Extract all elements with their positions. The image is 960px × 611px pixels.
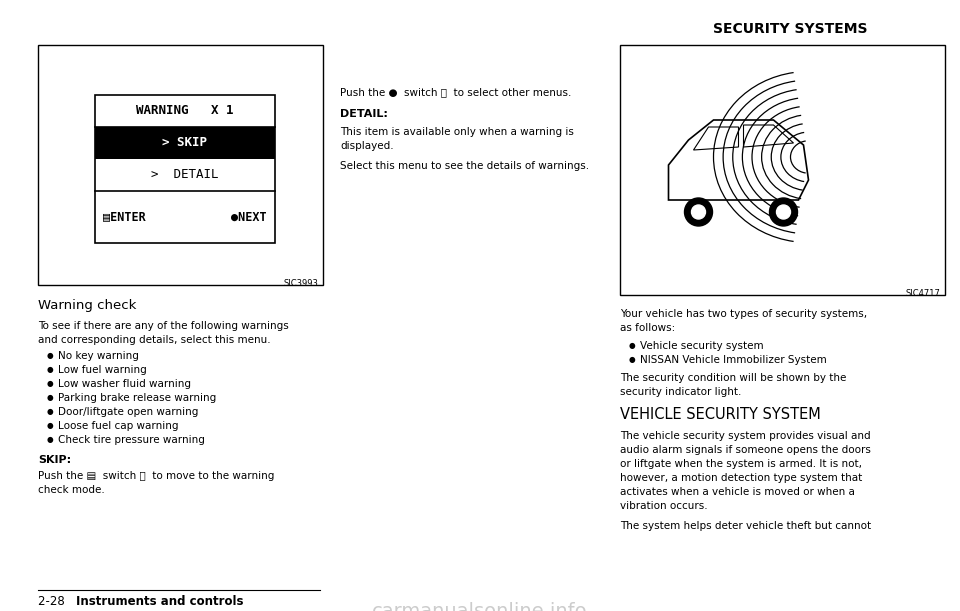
Text: Select this menu to see the details of warnings.: Select this menu to see the details of w… [340, 161, 589, 171]
Text: ●NEXT: ●NEXT [231, 211, 267, 224]
Text: or liftgate when the system is armed. It is not,: or liftgate when the system is armed. It… [620, 459, 862, 469]
Bar [95, 127, 275, 159]
Text: The system helps deter vehicle theft but cannot: The system helps deter vehicle theft but… [620, 521, 871, 531]
Text: Check tire pressure warning: Check tire pressure warning [58, 435, 204, 445]
Text: Warning check: Warning check [38, 299, 136, 312]
Text: ●: ● [47, 393, 54, 402]
Circle shape [777, 205, 790, 219]
Circle shape [691, 205, 706, 219]
Text: as follows:: as follows: [620, 323, 675, 333]
Text: carmanualsonline.info: carmanualsonline.info [372, 602, 588, 611]
Text: ●: ● [47, 421, 54, 430]
Text: SECURITY SYSTEMS: SECURITY SYSTEMS [712, 22, 867, 36]
Text: ●: ● [47, 407, 54, 416]
Text: ●: ● [629, 341, 636, 350]
Text: however, a motion detection type system that: however, a motion detection type system … [620, 473, 862, 483]
Text: To see if there are any of the following warnings: To see if there are any of the following… [38, 321, 289, 331]
Text: No key warning: No key warning [58, 351, 139, 361]
Text: >  DETAIL: > DETAIL [152, 169, 219, 181]
Text: ▤ENTER: ▤ENTER [103, 211, 146, 224]
Text: ●: ● [629, 355, 636, 364]
Text: Your vehicle has two types of security systems,: Your vehicle has two types of security s… [620, 309, 867, 319]
Text: NISSAN Vehicle Immobilizer System: NISSAN Vehicle Immobilizer System [640, 355, 827, 365]
Text: check mode.: check mode. [38, 485, 105, 495]
Text: security indicator light.: security indicator light. [620, 387, 741, 397]
Text: DETAIL:: DETAIL: [340, 109, 388, 119]
Text: Low fuel warning: Low fuel warning [58, 365, 147, 375]
Text: SIC3993: SIC3993 [283, 279, 318, 288]
Text: ●: ● [47, 351, 54, 360]
Bar [620, 45, 945, 295]
Text: Door/liftgate open warning: Door/liftgate open warning [58, 407, 199, 417]
Text: Push the ▤  switch Ⓐ  to move to the warning: Push the ▤ switch Ⓐ to move to the warni… [38, 471, 275, 481]
Text: Push the ●  switch Ⓑ  to select other menus.: Push the ● switch Ⓑ to select other menu… [340, 87, 571, 97]
Text: ●: ● [47, 365, 54, 374]
Text: Parking brake release warning: Parking brake release warning [58, 393, 216, 403]
Text: Loose fuel cap warning: Loose fuel cap warning [58, 421, 179, 431]
Text: Vehicle security system: Vehicle security system [640, 341, 763, 351]
Text: ●: ● [47, 435, 54, 444]
Text: displayed.: displayed. [340, 141, 394, 151]
Text: The vehicle security system provides visual and: The vehicle security system provides vis… [620, 431, 871, 441]
Text: vibration occurs.: vibration occurs. [620, 501, 708, 511]
Text: audio alarm signals if someone opens the doors: audio alarm signals if someone opens the… [620, 445, 871, 455]
Text: Low washer fluid warning: Low washer fluid warning [58, 379, 191, 389]
Text: WARNING   X 1: WARNING X 1 [136, 104, 233, 117]
Text: ●: ● [47, 379, 54, 388]
Text: activates when a vehicle is moved or when a: activates when a vehicle is moved or whe… [620, 487, 854, 497]
Text: SKIP:: SKIP: [38, 455, 71, 465]
Circle shape [770, 198, 798, 226]
Text: VEHICLE SECURITY SYSTEM: VEHICLE SECURITY SYSTEM [620, 407, 821, 422]
Bar [38, 45, 323, 285]
Text: Instruments and controls: Instruments and controls [76, 595, 244, 608]
Text: This item is available only when a warning is: This item is available only when a warni… [340, 127, 574, 137]
Bar [95, 95, 275, 243]
Text: 2-28: 2-28 [38, 595, 80, 608]
Circle shape [684, 198, 712, 226]
Text: The security condition will be shown by the: The security condition will be shown by … [620, 373, 847, 383]
Text: SIC4717: SIC4717 [905, 289, 940, 298]
Text: > SKIP: > SKIP [162, 136, 207, 150]
Text: and corresponding details, select this menu.: and corresponding details, select this m… [38, 335, 271, 345]
